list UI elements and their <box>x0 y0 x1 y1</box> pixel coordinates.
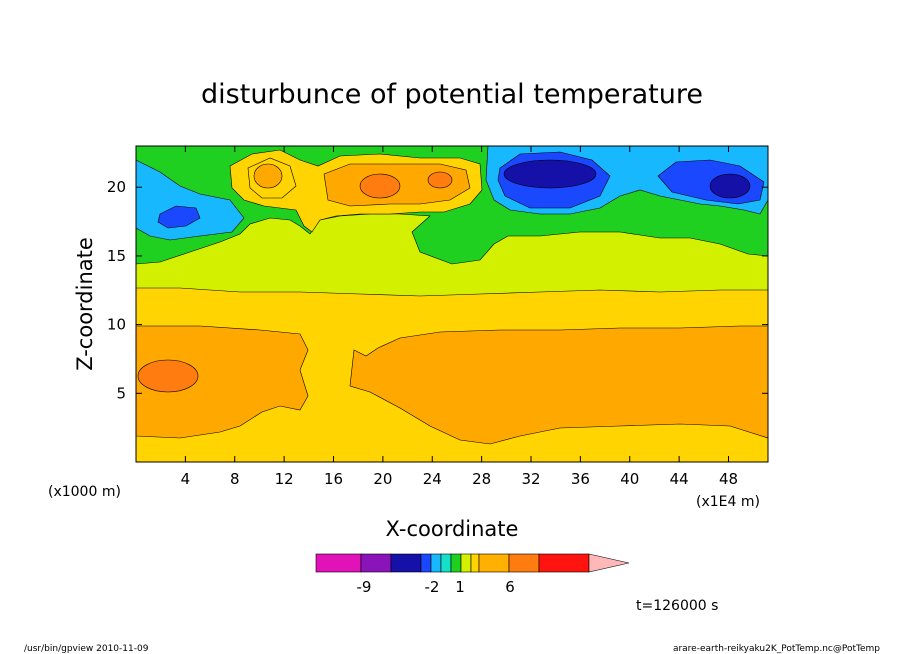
x-tick-label: 20 <box>373 470 392 488</box>
x-tick-label: 12 <box>275 470 294 488</box>
x-tick-label: 32 <box>521 470 540 488</box>
x-unit-right: (x1E4 m) <box>696 494 760 510</box>
x-unit-left: (x1000 m) <box>48 484 121 500</box>
band-warm-left <box>136 325 309 439</box>
extremum-warm-upper-left <box>253 163 283 189</box>
colorbar-swatch <box>420 553 432 573</box>
x-ticks: 4 8 12 16 20 24 28 32 36 40 44 48 <box>181 146 738 488</box>
colorbar-swatch <box>508 553 540 573</box>
plot-area <box>136 146 768 462</box>
extremum-warm-upper-right <box>427 171 453 189</box>
y-axis-label: Z-coordinate <box>73 237 97 371</box>
colorbar-swatch <box>450 553 462 573</box>
colorbar-label: -2 <box>425 578 440 596</box>
colorbar-extend-max <box>588 553 630 573</box>
x-tick-label: 8 <box>230 470 240 488</box>
x-axis-label: X-coordinate <box>386 517 519 541</box>
colorbar-swatch <box>538 553 590 573</box>
x-tick-label: 24 <box>423 470 442 488</box>
colorbar-swatch <box>460 553 472 573</box>
x-tick-label: 16 <box>324 470 343 488</box>
extremum-warm-upper-mid <box>359 173 401 199</box>
x-tick-label: 36 <box>571 470 590 488</box>
colorbar-swatch <box>478 553 510 573</box>
extremum-cold-left <box>157 205 201 229</box>
colorbar-swatch <box>470 553 480 573</box>
y-ticks: 5 10 15 20 <box>107 178 768 402</box>
y-tick-label: 15 <box>107 247 126 265</box>
extremum-cold-mid <box>503 159 597 189</box>
colorbar-label: 1 <box>455 578 465 596</box>
footer-right: arare-earth-reikyaku2K_PotTemp.nc@PotTem… <box>673 644 880 654</box>
colorbar-label: -9 <box>357 578 372 596</box>
extremum-cold-right <box>709 173 751 199</box>
chart-title: disturbunce of potential temperature <box>201 79 703 110</box>
y-tick-label: 20 <box>107 178 126 196</box>
x-tick-label: 28 <box>472 470 491 488</box>
colorbar-swatch <box>390 553 422 573</box>
colorbar-swatch <box>430 553 442 573</box>
colorbar-swatch <box>440 553 452 573</box>
extremum-warm-low <box>137 359 199 393</box>
colorbar-swatch <box>315 553 362 573</box>
x-tick-label: 48 <box>719 470 738 488</box>
y-tick-label: 10 <box>107 316 126 334</box>
colorbar-swatch <box>360 553 392 573</box>
time-label: t=126000 s <box>636 598 718 614</box>
plot-frame <box>135 145 769 463</box>
colorbar: -9 -2 1 6 <box>315 553 630 596</box>
band-warm-right <box>349 325 768 445</box>
footer-left: /usr/bin/gpview 2010-11-09 <box>24 644 149 654</box>
x-tick-label: 4 <box>181 470 191 488</box>
y-tick-label: 5 <box>116 384 126 402</box>
x-tick-label: 40 <box>620 470 639 488</box>
colorbar-label: 6 <box>505 578 515 596</box>
x-tick-label: 44 <box>670 470 689 488</box>
